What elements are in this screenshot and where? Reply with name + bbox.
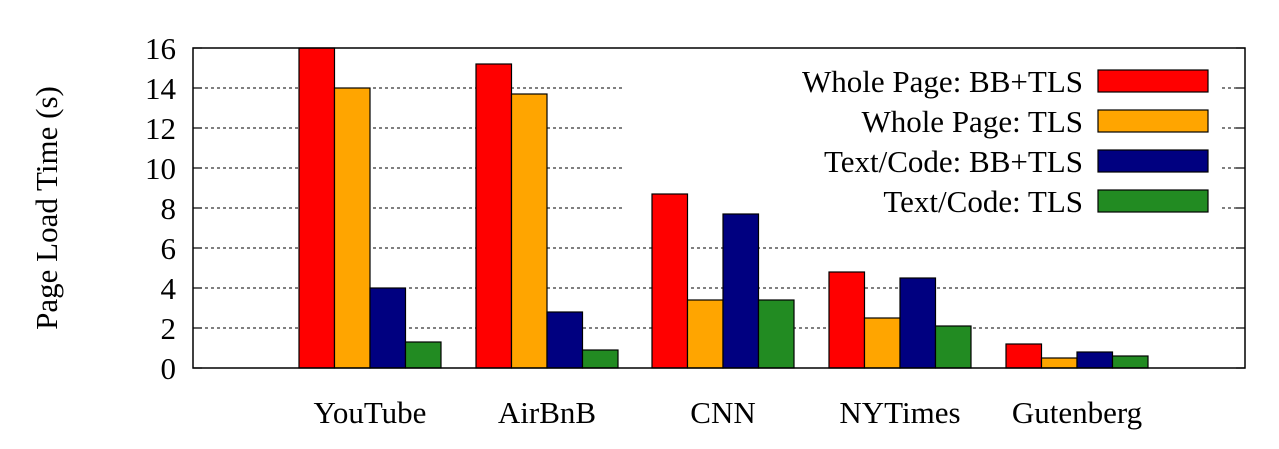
bar-gutenberg-series-2 bbox=[1040, 357, 1078, 369]
bar-cnn-series-1 bbox=[651, 193, 689, 369]
legend: Whole Page: BB+TLS Whole Page: TLS Text/Co… bbox=[802, 64, 1209, 219]
x-category-label: Gutenberg bbox=[1012, 395, 1142, 430]
bar-airbnb-series-1 bbox=[475, 63, 513, 369]
legend-label: Text/Code: BB+TLS bbox=[824, 144, 1083, 179]
bar-airbnb-series-2 bbox=[510, 93, 548, 369]
bar-youtube-series-2 bbox=[333, 87, 371, 369]
y-tick-label: 4 bbox=[161, 271, 177, 306]
x-category-label: CNN bbox=[690, 395, 755, 430]
bar-airbnb-series-4 bbox=[581, 349, 619, 369]
y-tick-label: 2 bbox=[161, 311, 177, 346]
bar-nytimes-series-2 bbox=[863, 317, 901, 369]
bar-gutenberg-series-1 bbox=[1005, 343, 1043, 369]
y-tick-label: 6 bbox=[161, 231, 177, 266]
bar-cnn-series-2 bbox=[686, 299, 724, 369]
y-tick-label: 16 bbox=[145, 31, 176, 66]
bar-youtube-series-3 bbox=[369, 287, 407, 369]
x-axis-categories: YouTube AirBnB CNN NYTimes Gutenberg bbox=[314, 395, 1143, 430]
bar-nytimes-series-1 bbox=[828, 271, 866, 369]
x-category-label: AirBnB bbox=[498, 395, 596, 430]
bar-gutenberg-series-3 bbox=[1076, 351, 1114, 369]
bar-cnn-series-4 bbox=[757, 299, 795, 369]
bar-gutenberg-series-4 bbox=[1111, 355, 1149, 369]
x-category-label: YouTube bbox=[314, 395, 427, 430]
y-tick-label: 12 bbox=[145, 111, 176, 146]
legend-swatch bbox=[1097, 109, 1209, 133]
y-tick-label: 8 bbox=[161, 191, 177, 226]
legend-label: Text/Code: TLS bbox=[883, 184, 1083, 219]
bar-nytimes-series-4 bbox=[934, 325, 972, 369]
bar-nytimes-series-3 bbox=[899, 277, 937, 369]
bar-cnn-series-3 bbox=[722, 213, 760, 369]
y-tick-label: 14 bbox=[145, 71, 177, 106]
legend-label: Whole Page: TLS bbox=[861, 104, 1083, 139]
legend-swatch bbox=[1097, 69, 1209, 93]
y-tick-label: 0 bbox=[161, 351, 177, 386]
bar-youtube-series-1 bbox=[298, 47, 336, 369]
bar-youtube-series-4 bbox=[404, 341, 442, 369]
legend-swatch bbox=[1097, 149, 1209, 173]
y-axis-ticks: 0 2 4 6 8 10 12 14 16 bbox=[145, 31, 1245, 386]
bars bbox=[298, 47, 1149, 369]
bar-airbnb-series-3 bbox=[546, 311, 584, 369]
x-category-label: NYTimes bbox=[839, 395, 960, 430]
legend-swatch bbox=[1097, 189, 1209, 213]
legend-label: Whole Page: BB+TLS bbox=[802, 64, 1083, 99]
y-tick-label: 10 bbox=[145, 151, 176, 186]
y-axis-title: Page Load Time (s) bbox=[29, 86, 64, 330]
